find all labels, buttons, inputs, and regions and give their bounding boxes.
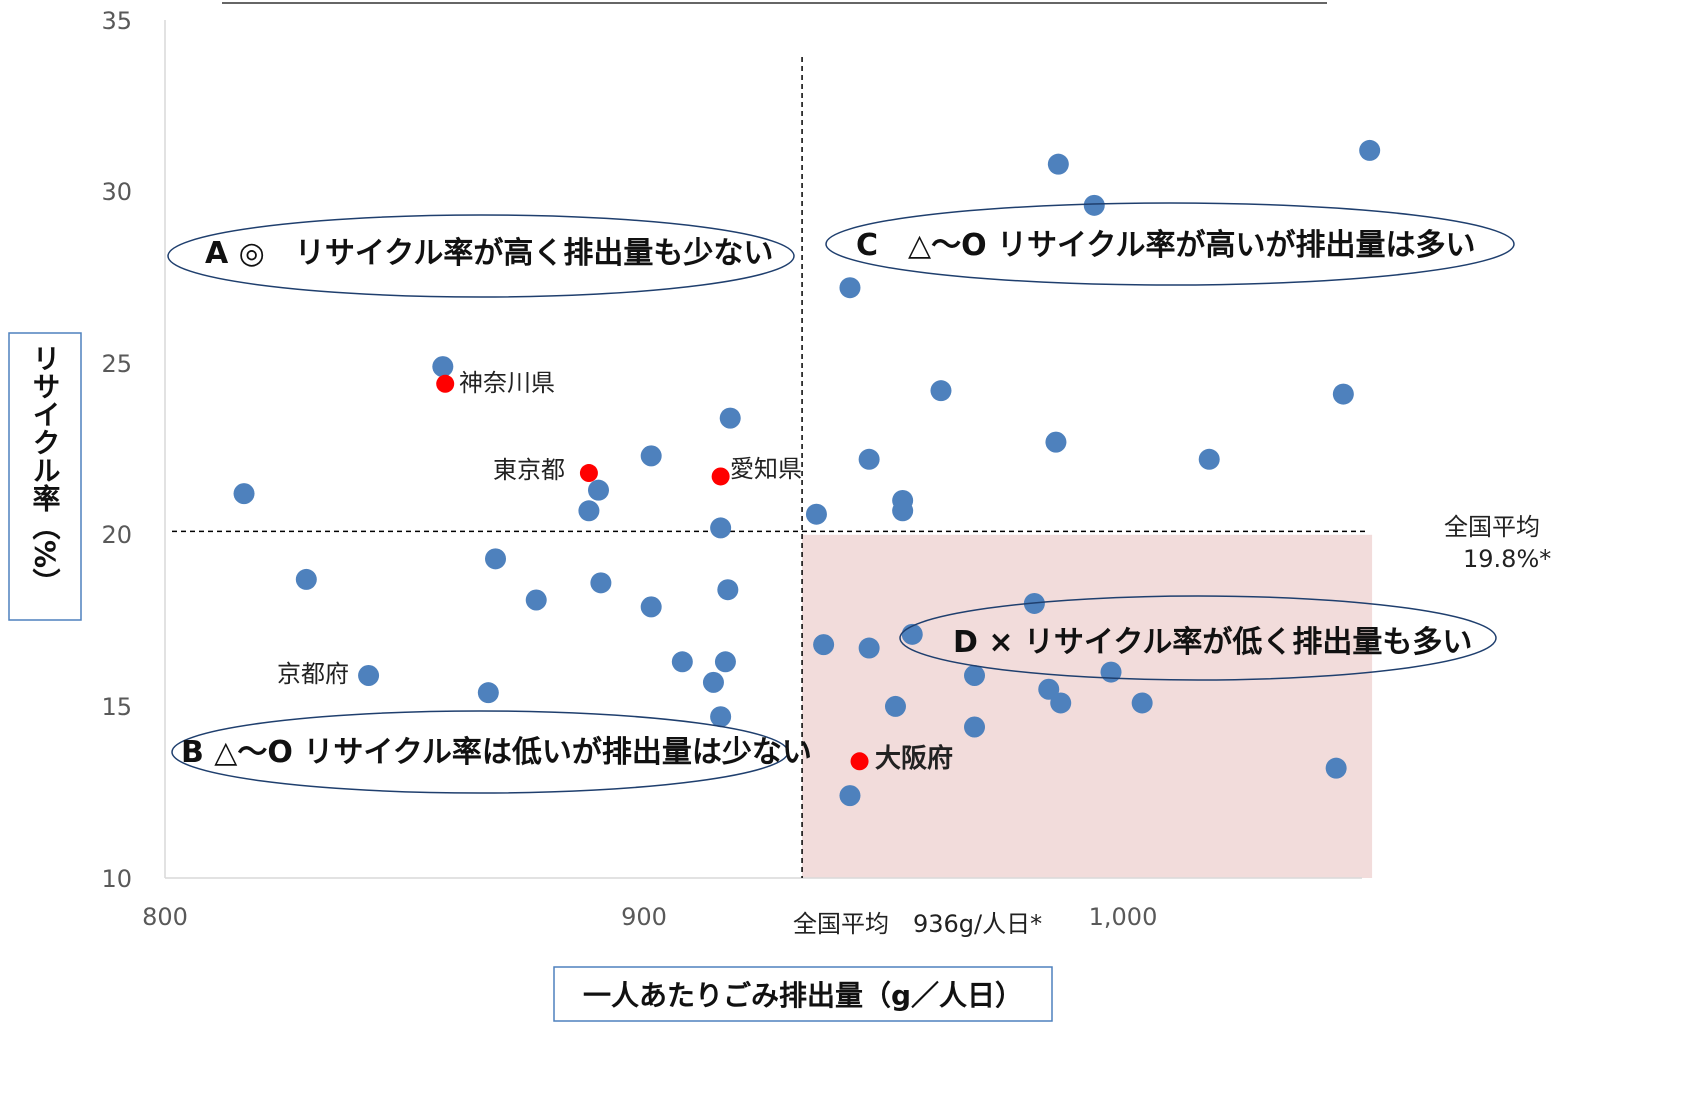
data-point [1332, 383, 1354, 405]
data-point [432, 356, 454, 378]
data-point [485, 548, 507, 570]
data-point [1359, 139, 1381, 161]
data-point [714, 651, 736, 673]
point-label-kanagawa: 神奈川県 [459, 369, 555, 397]
y-average-label: 全国平均 [1444, 513, 1540, 541]
x-average-label: 全国平均 936g/人日* [793, 910, 1042, 938]
y-axis-title: リサイクル率（%） [8, 332, 82, 621]
data-point [671, 651, 693, 673]
quadrant-a: A ◎ リサイクル率が高く排出量も少ない [167, 214, 795, 298]
x-axis-title: 一人あたりごみ排出量（g／人日） [553, 966, 1053, 1022]
data-point [525, 589, 547, 611]
highlighted-point [711, 467, 730, 486]
data-point [901, 623, 923, 645]
data-point [1045, 431, 1067, 453]
data-point [1038, 678, 1060, 700]
data-point [892, 500, 914, 522]
highlighted-points [436, 374, 869, 771]
y-tick-label: 35 [101, 7, 132, 35]
quadrant-a-label: A ◎ リサイクル率が高く排出量も少ない [205, 236, 773, 271]
quadrant-b: B △〜O リサイクル率は低いが排出量は少ない [171, 710, 812, 794]
y-tick-label: 15 [101, 693, 132, 721]
quadrant-b-label: B △〜O リサイクル率は低いが排出量は少ない [181, 735, 812, 770]
data-point [1198, 448, 1220, 470]
data-point [710, 706, 732, 728]
quadrant-c-ellipse [825, 202, 1515, 286]
quadrant-d: D × リサイクル率が低く排出量も多い [899, 595, 1497, 681]
data-point [858, 637, 880, 659]
data-point [587, 479, 609, 501]
y-tick-label: 20 [101, 521, 132, 549]
data-point [1100, 661, 1122, 683]
data-point [640, 596, 662, 618]
data-point [1325, 757, 1347, 779]
y-axis-title-text: リサイクル率（%） [29, 344, 62, 596]
data-point [1131, 692, 1153, 714]
data-points [233, 139, 1381, 807]
data-point [710, 517, 732, 539]
data-point [295, 568, 317, 590]
data-point [717, 579, 739, 601]
quadrant-c-label: C △〜O リサイクル率が高いが排出量は多い [856, 228, 1476, 263]
data-point [884, 695, 906, 717]
data-point [839, 277, 861, 299]
quadrant-a-ellipse [167, 214, 795, 298]
data-point [477, 682, 499, 704]
x-tick-label: 1,000 [1089, 903, 1158, 931]
x-tick-label: 800 [142, 903, 188, 931]
quadrant-c: C △〜O リサイクル率が高いが排出量は多い [825, 202, 1515, 286]
x-axis-title-box [553, 966, 1053, 1022]
data-point [358, 665, 380, 687]
y-tick-labels: 10 15 20 25 30 35 [101, 7, 132, 893]
data-point [1083, 194, 1105, 216]
data-point [590, 572, 612, 594]
y-tick-label: 25 [101, 350, 132, 378]
y-tick-label: 10 [101, 865, 132, 893]
highlighted-point [850, 752, 869, 771]
x-axis-title-text: 一人あたりごみ排出量（g／人日） [583, 979, 1023, 1012]
data-point [719, 407, 741, 429]
quadrant-d-ellipse [899, 595, 1497, 681]
data-point [233, 483, 255, 505]
point-label-aichi: 愛知県 [730, 455, 802, 483]
data-point [1047, 153, 1069, 175]
data-point [702, 671, 724, 693]
data-point [964, 665, 986, 687]
data-point [839, 785, 861, 807]
highlighted-point [436, 374, 455, 393]
data-point [578, 500, 600, 522]
data-point [813, 634, 835, 656]
data-point [858, 448, 880, 470]
data-point [640, 445, 662, 467]
data-point [1050, 692, 1072, 714]
highlighted-point [579, 464, 598, 483]
x-tick-label: 900 [621, 903, 667, 931]
y-axis-title-box [8, 332, 82, 621]
point-label-osaka: 大阪府 [875, 743, 953, 774]
data-point [930, 380, 952, 402]
quadrant-d-label: D × リサイクル率が低く排出量も多い [953, 625, 1472, 660]
point-label-tokyo: 東京都 [493, 456, 565, 484]
data-point [964, 716, 986, 738]
point-label-kyoto: 京都府 [277, 660, 349, 688]
x-tick-labels: 800 900 1,000 [142, 903, 1157, 931]
data-point [805, 503, 827, 525]
y-average-value: 19.8%* [1463, 545, 1551, 573]
quadrant-b-ellipse [171, 710, 789, 794]
y-tick-label: 30 [101, 178, 132, 206]
